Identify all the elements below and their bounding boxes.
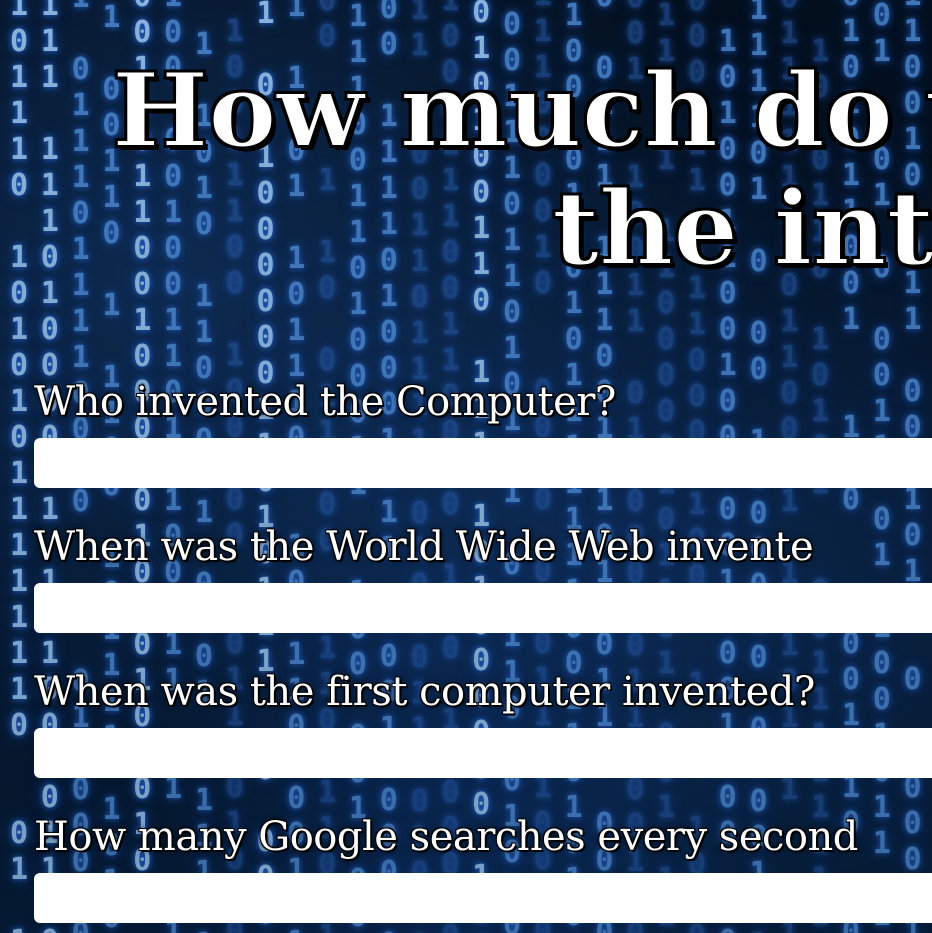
question-4-answer-input[interactable] (34, 873, 932, 923)
question-3: When was the first computer invented? (34, 662, 932, 778)
question-1: Who invented the Computer? (34, 372, 932, 488)
question-3-answer-input[interactable] (34, 728, 932, 778)
page-title-line-1: How much do yo (111, 51, 932, 171)
page-title: How much do yo the inte (111, 51, 932, 289)
question-1-answer-input[interactable] (34, 438, 932, 488)
question-4-label: How many Google searches every second (34, 814, 858, 860)
question-2: When was the World Wide Web invente (34, 517, 932, 633)
question-1-label: Who invented the Computer? (34, 379, 616, 425)
quiz-form: Who invented the Computer? When was the … (34, 372, 932, 933)
question-2-label: When was the World Wide Web invente (34, 524, 814, 570)
question-3-label: When was the first computer invented? (34, 669, 815, 715)
question-2-answer-input[interactable] (34, 583, 932, 633)
question-4: How many Google searches every second (34, 807, 932, 923)
matrix-column: 1 0 1 1 1 0 1 0 1 0 1 0 1 1 1 1 1 1 1 0 … (9, 0, 29, 933)
page-title-line-2: the inte (551, 169, 932, 289)
